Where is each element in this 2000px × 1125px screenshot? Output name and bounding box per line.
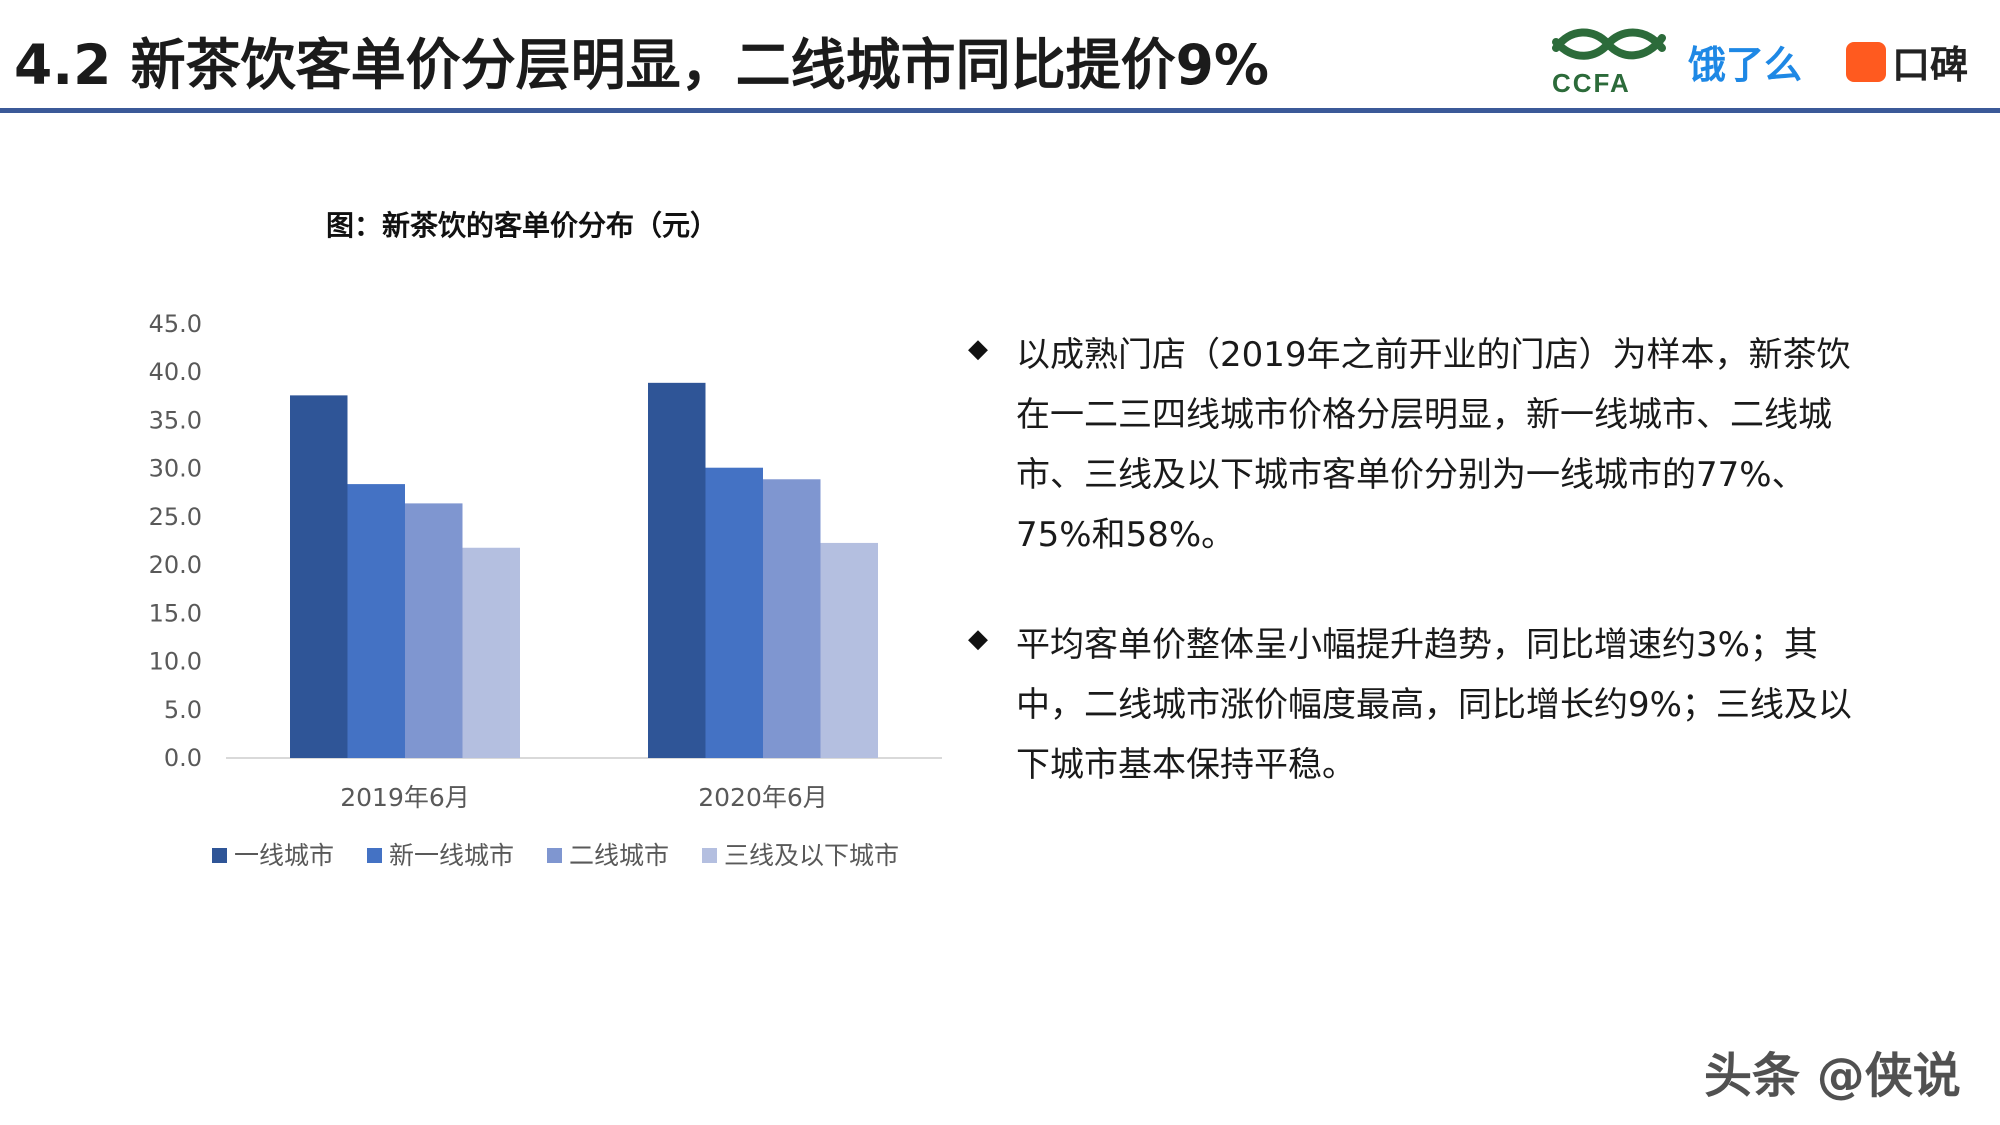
bar-1-0	[648, 382, 706, 758]
x-category-label: 2019年6月	[340, 783, 470, 812]
bar-1-2	[763, 479, 821, 758]
bar-0-1	[347, 484, 405, 758]
header: 4.2 新茶饮客单价分层明显，二线城市同比提价9% CCFA 饿了么 口碑	[0, 0, 2000, 113]
bar-0-3	[462, 547, 520, 758]
diamond-bullet-icon: ◆	[968, 334, 988, 364]
eleme-logo: 饿了么	[1688, 43, 1803, 87]
legend-swatch	[702, 848, 717, 863]
y-tick-label: 20.0	[149, 551, 202, 579]
y-tick-label: 25.0	[149, 503, 202, 531]
diamond-bullet-icon: ◆	[968, 624, 988, 654]
bar-0-2	[405, 503, 463, 758]
bar-1-3	[820, 542, 878, 758]
header-divider	[0, 108, 2000, 113]
bar-0-0	[290, 395, 348, 758]
y-tick-label: 30.0	[149, 455, 202, 483]
ccfa-logo-icon	[1552, 28, 1666, 60]
page-title: 4.2 新茶饮客单价分层明显，二线城市同比提价9%	[14, 33, 1269, 97]
chart-title: 图：新茶饮的客单价分布（元）	[326, 209, 719, 242]
bar-chart: 0.0 5.0 10.0 15.0 20.0 25.0 30.0 35.0 40.0 45.0 20…	[149, 310, 942, 812]
bar-1-1	[705, 467, 763, 758]
y-tick-label: 35.0	[149, 406, 202, 434]
bullet-item: ◆ 平均客单价整体呈小幅提升趋势，同比增速约3%；其中，二线城市涨价幅度最高，同比…	[968, 615, 1868, 795]
y-tick-label: 0.0	[164, 744, 202, 772]
koubei-logo-text: 口碑	[1892, 43, 1969, 87]
legend-label: 三线及以下城市	[724, 841, 900, 870]
y-tick-label: 5.0	[164, 696, 202, 724]
y-tick-label: 10.0	[149, 648, 202, 676]
ccfa-logo-text: CCFA	[1552, 68, 1631, 98]
logo-group: CCFA 饿了么 口碑	[1540, 0, 2000, 108]
y-tick-label: 40.0	[149, 358, 202, 386]
y-tick-label: 45.0	[149, 310, 202, 338]
bullet-text: 平均客单价整体呈小幅提升趋势，同比增速约3%；其中，二线城市涨价幅度最高，同比增…	[1016, 625, 1852, 785]
y-tick-label: 15.0	[149, 599, 202, 627]
bullet-item: ◆ 以成熟门店（2019年之前开业的门店）为样本，新茶饮在一二三四线城市价格分层明…	[968, 325, 1868, 565]
watermark: 头条 @侠说	[1704, 1048, 1961, 1104]
legend-label: 新一线城市	[389, 841, 515, 870]
legend-label: 一线城市	[234, 841, 335, 870]
x-category-label: 2020年6月	[698, 783, 828, 812]
bullet-list: ◆ 以成熟门店（2019年之前开业的门店）为样本，新茶饮在一二三四线城市价格分层明…	[968, 325, 1868, 845]
bullet-text: 以成熟门店（2019年之前开业的门店）为样本，新茶饮在一二三四线城市价格分层明显…	[1016, 335, 1851, 555]
legend-swatch	[212, 848, 227, 863]
legend-swatch	[547, 848, 562, 863]
legend-swatch	[367, 848, 382, 863]
koubei-logo-icon	[1846, 42, 1886, 82]
legend-label: 二线城市	[569, 841, 670, 870]
